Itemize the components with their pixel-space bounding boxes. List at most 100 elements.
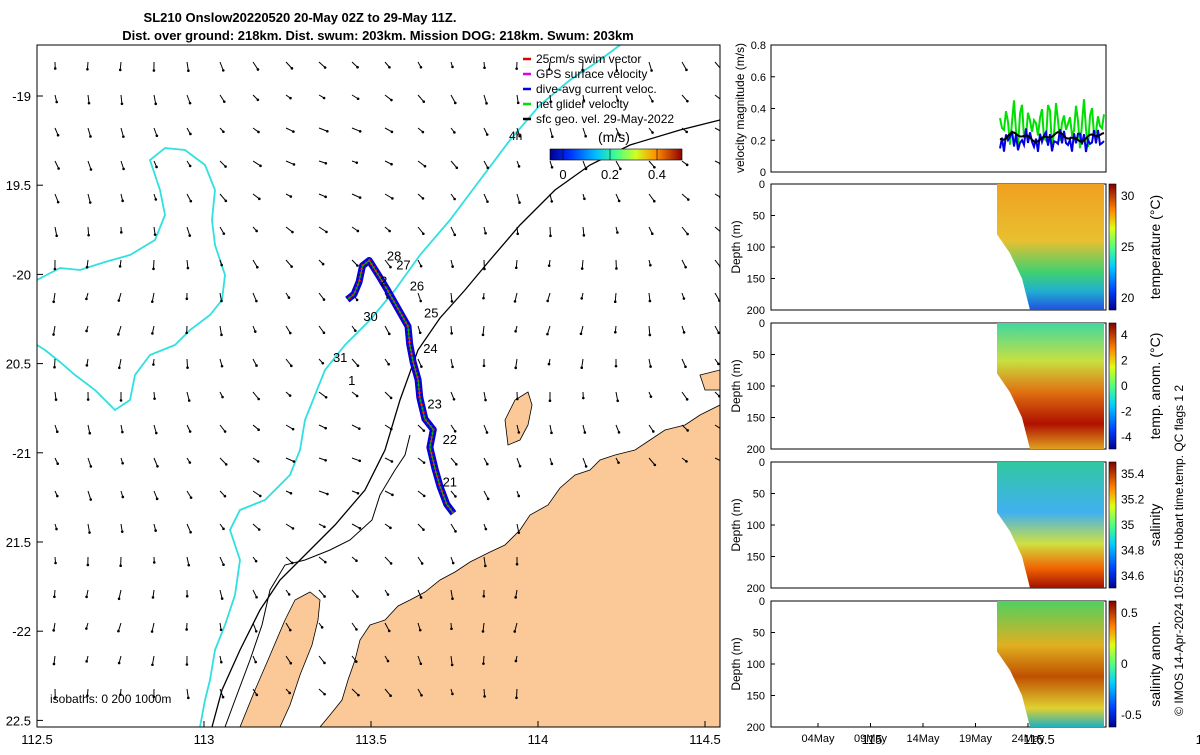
velocity-y-tick-label: 0.8 (751, 40, 766, 52)
velocity-y-tick-label: 0.4 (751, 104, 766, 116)
depth-tick-label: 0 (759, 318, 765, 330)
day-label: 26 (410, 279, 424, 294)
current-arrow-head (485, 102, 488, 105)
current-arrow-head (420, 66, 423, 69)
current-arrow-head (549, 399, 552, 402)
current-arrow-head (189, 102, 192, 105)
current-arrow-head (188, 234, 191, 237)
current-arrow-head (721, 99, 724, 102)
current-arrow-head (519, 465, 522, 468)
current-arrow-head (292, 428, 295, 431)
current-arrow-head (419, 332, 422, 335)
current-arrow-head (121, 431, 124, 434)
depth-tick-label: 150 (747, 691, 765, 703)
current-arrow-head (359, 527, 362, 530)
current-arrow-head (324, 459, 327, 462)
current-arrow-head (220, 628, 223, 631)
current-arrow-head (90, 168, 93, 171)
section-colorbar-label: temperature (°C) (1147, 195, 1163, 299)
current-arrow-head (454, 102, 457, 105)
current-arrow-head (153, 397, 156, 400)
map-y-tick-label: -20 (12, 267, 31, 282)
current-arrow-head (451, 265, 454, 268)
current-arrow-head (654, 464, 657, 467)
current-arrow-head (486, 166, 489, 169)
current-arrow-head (54, 562, 57, 565)
current-arrow-head (53, 663, 56, 666)
current-arrow-head (56, 495, 59, 498)
time-tick-label: 09May (854, 733, 888, 745)
current-arrow-head (516, 563, 519, 566)
current-arrow-head (289, 629, 292, 632)
current-arrow-head (152, 268, 155, 271)
current-arrow-head (54, 67, 57, 70)
current-arrow-head (483, 695, 486, 698)
current-arrow-head (649, 300, 652, 303)
current-arrow-head (515, 696, 518, 699)
current-arrow-head (258, 528, 261, 531)
current-arrow-head (516, 398, 519, 401)
current-arrow-head (722, 461, 725, 464)
current-arrow-head (117, 630, 120, 633)
current-arrow-head (53, 595, 56, 598)
current-arrow-head (424, 165, 427, 168)
figure-title: SL210 Onslow20220520 20-May 02Z to 29-Ma… (144, 10, 457, 25)
current-arrow-head (222, 696, 225, 699)
current-arrow-head (422, 131, 425, 134)
corner-label: 4h (509, 129, 522, 143)
current-arrow-head (224, 430, 227, 433)
current-arrow-head (222, 528, 225, 531)
current-arrow-head (518, 431, 521, 434)
current-arrow-head (323, 526, 326, 529)
depth-axis-label: Depth (m) (729, 637, 743, 690)
current-arrow-head (356, 299, 359, 302)
current-arrow-head (550, 200, 553, 203)
current-arrow-head (390, 562, 393, 565)
current-arrow-head (290, 492, 293, 495)
current-arrow-head (388, 333, 391, 336)
current-arrow-head (259, 165, 262, 168)
current-arrow-head (619, 168, 622, 171)
current-arrow-head (254, 661, 257, 664)
depth-tick-label: 0 (759, 457, 765, 469)
current-arrow-head (325, 162, 328, 165)
day-label: 25 (424, 305, 438, 320)
current-arrow-head (323, 595, 326, 598)
map-y-tick-label: -19 (12, 89, 31, 104)
current-arrow-head (482, 334, 485, 337)
current-arrow-head (88, 531, 91, 534)
depth-tick-label: 200 (747, 722, 765, 734)
current-arrow-head (152, 596, 155, 599)
current-arrow-head (615, 365, 618, 368)
current-arrow-head (256, 266, 259, 269)
map-y-tick-label: 22.5 (6, 713, 31, 728)
current-arrow-head (119, 564, 122, 567)
current-arrow-head (118, 662, 121, 665)
current-arrow-head (121, 102, 124, 105)
current-arrow-head (187, 564, 190, 567)
current-arrow-head (255, 596, 258, 599)
current-arrow-head (256, 694, 259, 697)
current-arrow-head (355, 660, 358, 663)
current-arrow-head (186, 663, 189, 666)
current-arrow-head (388, 630, 391, 633)
current-arrow-head (514, 330, 517, 333)
current-arrow-head (257, 131, 260, 134)
current-arrow-head (388, 66, 391, 69)
current-arrow-head (155, 432, 158, 435)
current-arrow-head (257, 68, 260, 71)
current-arrow-head (516, 232, 519, 235)
current-arrow-head (118, 299, 121, 302)
current-arrow-head (289, 332, 292, 335)
current-arrow-head (122, 168, 125, 171)
current-arrow-head (486, 133, 489, 136)
current-arrow-head (649, 264, 652, 267)
current-arrow-head (52, 301, 55, 304)
current-arrow-head (451, 664, 454, 667)
colorbar-tick-label: 2 (1121, 354, 1128, 368)
current-arrow-head (389, 694, 392, 697)
legend-label: dive-avg current veloc. (536, 82, 657, 96)
current-arrow-head (326, 493, 329, 496)
current-arrow-head (580, 297, 583, 300)
current-arrow-head (580, 366, 583, 369)
